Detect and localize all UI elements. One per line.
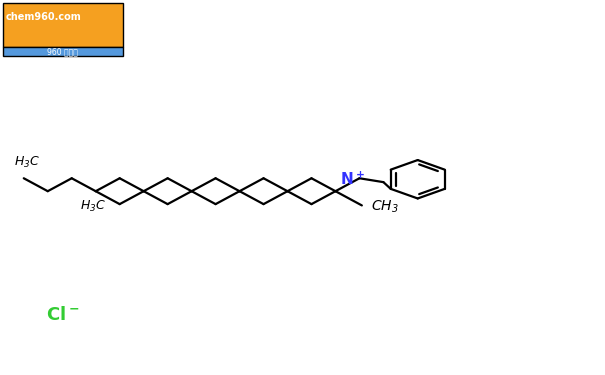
Text: $\mathbf{N^+}$: $\mathbf{N^+}$ [340, 171, 365, 188]
Text: $\mathregular{H_3C}$: $\mathregular{H_3C}$ [80, 200, 106, 214]
Text: $\mathbf{Cl^-}$: $\mathbf{Cl^-}$ [46, 306, 79, 324]
Text: 960 化工网: 960 化工网 [47, 47, 78, 56]
Text: $\mathregular{CH_3}$: $\mathregular{CH_3}$ [371, 199, 399, 216]
FancyBboxPatch shape [3, 47, 123, 56]
Text: $\mathregular{H_3C}$: $\mathregular{H_3C}$ [14, 155, 40, 170]
Text: chem960.com: chem960.com [6, 12, 82, 22]
FancyBboxPatch shape [3, 3, 123, 47]
